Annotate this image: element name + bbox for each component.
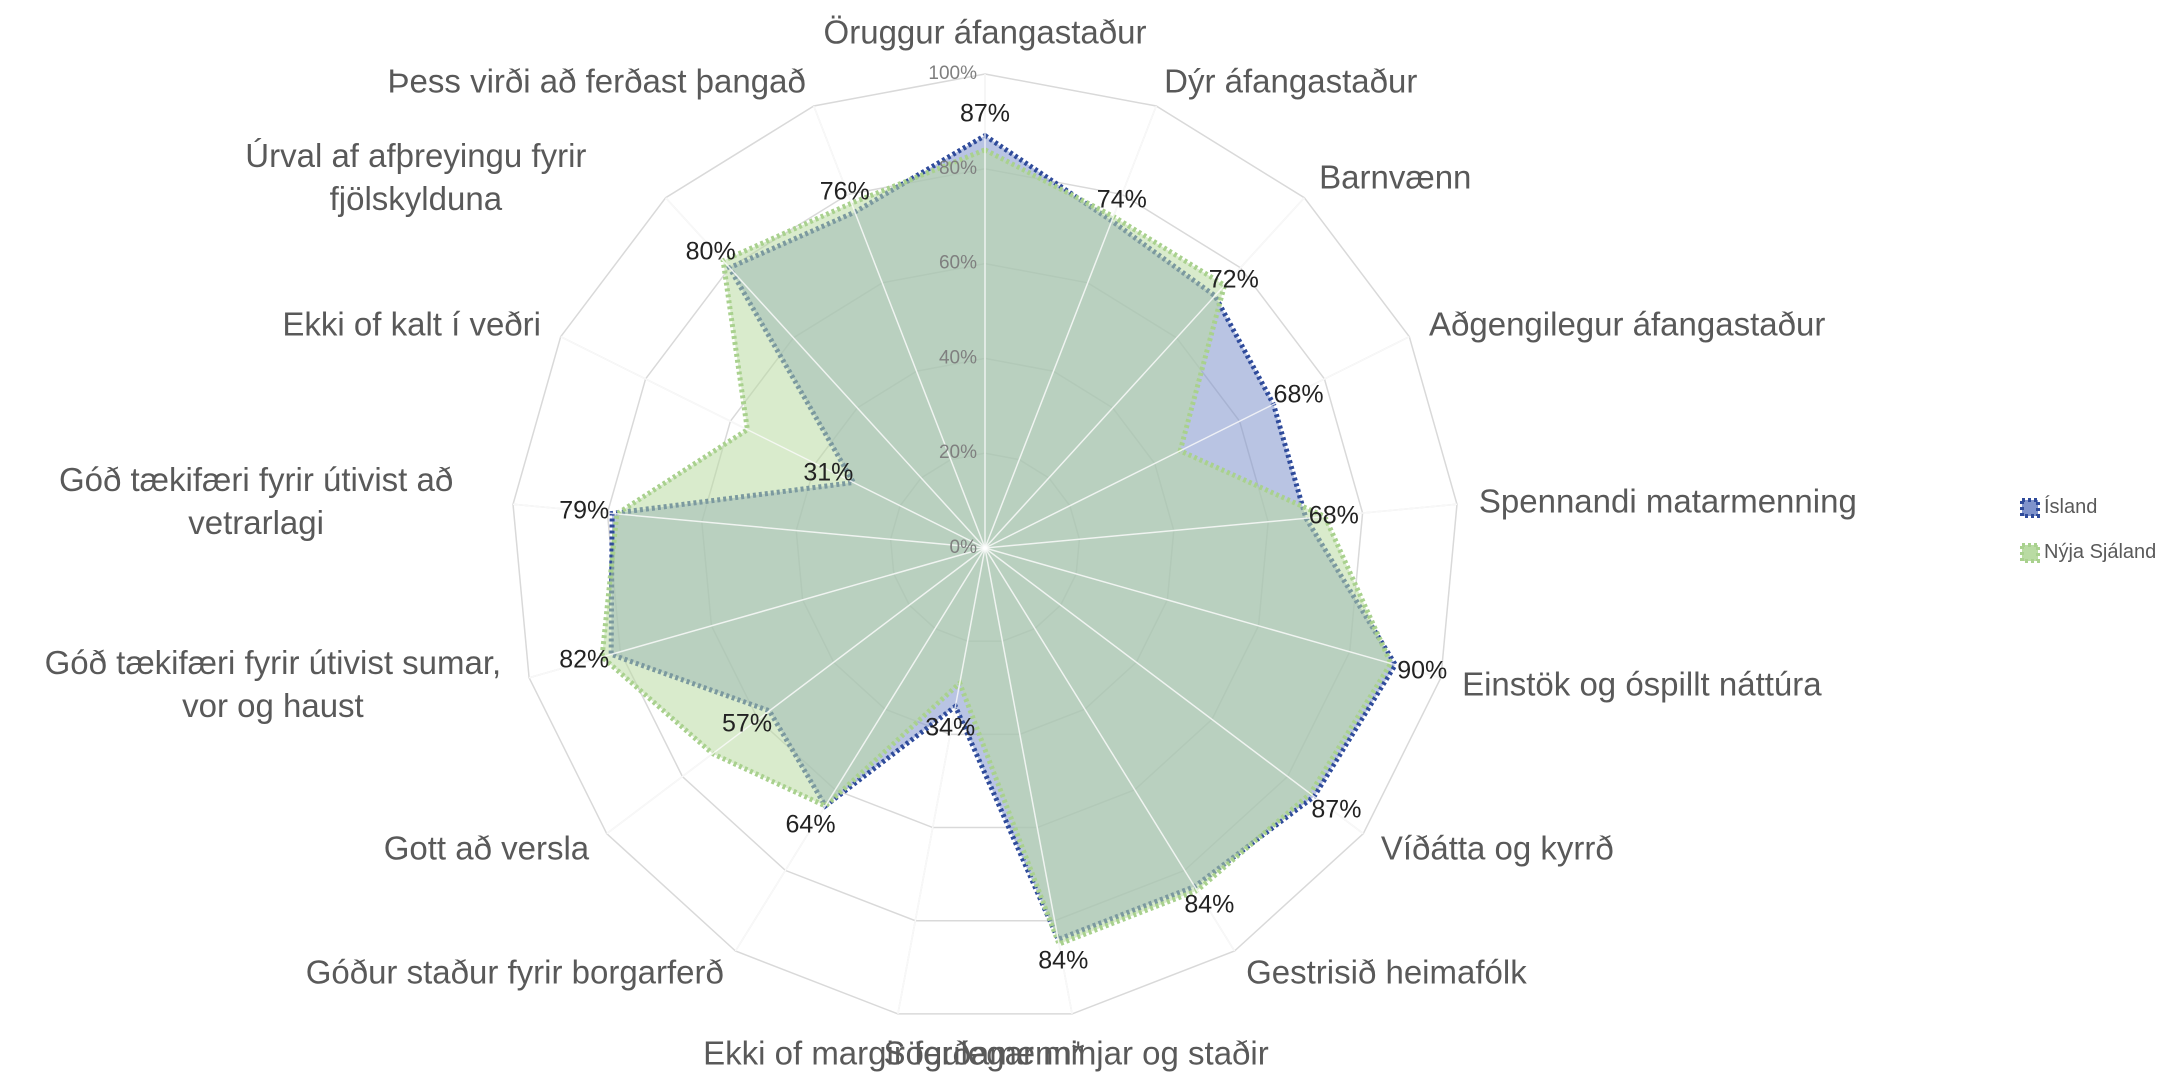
category-label: Úrval af afþreyingu fyrir fjölskylduna	[245, 137, 587, 218]
data-label: 80%	[685, 237, 736, 265]
data-label: 72%	[1208, 265, 1259, 294]
category-label: Góð tækifæri fyrir útivist sumar, vor og…	[44, 643, 502, 724]
spoke-overlay	[897, 547, 986, 1015]
data-label: 84%	[1038, 946, 1089, 975]
category-label: Aðgengilegur áfangastaður	[1429, 305, 1826, 343]
category-label: Barnvænn	[1319, 159, 1472, 197]
data-label: 57%	[722, 709, 773, 738]
data-label: 79%	[559, 496, 610, 525]
spoke-overlay	[984, 547, 1442, 679]
spoke-overlay	[984, 336, 1410, 549]
category-label: Einstök og óspillt náttúra	[1462, 665, 1822, 703]
spoke-overlay	[528, 547, 986, 679]
category-label: Gestrisið heimafólk	[1246, 953, 1527, 991]
spoke-overlay	[984, 547, 1236, 952]
category-label: Ekki of kalt í veðri	[282, 305, 541, 343]
tick-label: 80%	[939, 158, 977, 179]
spoke-overlay	[984, 503, 1458, 549]
spoke-overlay	[813, 105, 986, 549]
spoke-overlay	[512, 503, 986, 549]
legend-label: Ísland	[2044, 496, 2098, 518]
spoke-overlay	[734, 547, 986, 952]
data-label: 31%	[803, 458, 854, 487]
legend-swatch	[2020, 498, 2040, 518]
legend-swatch	[2020, 543, 2040, 563]
data-label: 84%	[1184, 890, 1235, 919]
tick-label: 60%	[939, 253, 977, 274]
category-label: Þess virði að ferðast þangað	[387, 62, 806, 100]
spoke-overlay	[984, 197, 1305, 549]
data-label: 87%	[959, 99, 1011, 128]
category-label: Dýr áfangastaður	[1164, 62, 1418, 100]
grid-ring	[606, 168, 1364, 922]
category-label: Góður staður fyrir borgarferð	[305, 953, 724, 991]
spoke-overlay	[606, 547, 986, 835]
category-label: Víðátta og kyrrð	[1380, 829, 1614, 867]
category-label: Gott að versla	[383, 829, 590, 867]
data-label: 90%	[1397, 656, 1448, 685]
category-label: Spennandi matarmenning	[1478, 482, 1857, 520]
tick-label: 20%	[939, 442, 977, 463]
spoke-overlay	[984, 547, 1073, 1015]
data-label: 82%	[559, 645, 610, 674]
spoke-overlay	[984, 547, 1364, 835]
category-label: Ekki of margir ferðamenn*	[703, 1035, 1085, 1073]
spoke-overlay	[984, 105, 1157, 549]
spoke-overlay	[560, 336, 986, 549]
data-label: 64%	[785, 810, 836, 839]
tick-label: 40%	[939, 347, 977, 368]
data-label: 68%	[1273, 380, 1324, 409]
data-label: 76%	[819, 177, 870, 206]
category-label: Góð tækifæri fyrir útivist að vetrarlagi	[58, 460, 454, 541]
data-label: 68%	[1308, 501, 1359, 530]
tick-label: 100%	[928, 63, 977, 84]
data-label: 87%	[1311, 795, 1362, 824]
grid-ring	[512, 73, 1458, 1015]
tick-label: 0%	[950, 537, 978, 558]
category-label: Öruggur áfangastaður	[823, 13, 1147, 51]
data-label: 34%	[925, 713, 976, 742]
legend-label: Nýja Sjáland	[2044, 541, 2157, 563]
spoke-overlay	[665, 197, 986, 549]
data-label: 74%	[1096, 185, 1147, 214]
